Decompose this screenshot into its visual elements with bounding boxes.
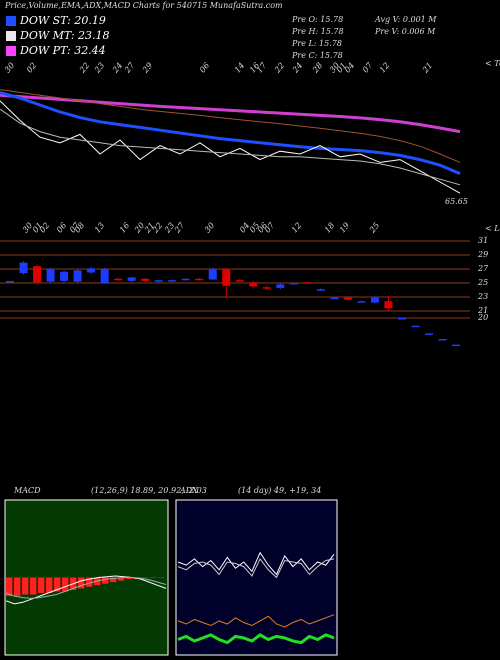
y-tick-label: 21 [477, 306, 488, 315]
annotation: 65.65 [445, 197, 468, 206]
candle-body [222, 269, 231, 286]
candle-body [46, 269, 55, 282]
candle-body [343, 297, 352, 300]
candle-body [262, 287, 271, 289]
candle-body [316, 289, 325, 291]
macd-bar [14, 577, 21, 597]
candle-body [384, 301, 393, 309]
macd-bar [30, 577, 37, 595]
legend-label: DOW MT: 23.18 [19, 29, 110, 42]
macd-bar [110, 577, 117, 583]
macd-bar [158, 577, 165, 578]
candle-body [114, 278, 123, 281]
y-tick-label: 29 [477, 250, 488, 259]
info-text: Pre O: 15.78 [291, 15, 343, 24]
candle-body [73, 270, 82, 282]
candle-body [397, 318, 406, 320]
macd-bar [86, 577, 93, 587]
panel-params: (12,26,9) 18.89, 20.92, -2.03 [91, 486, 207, 495]
annotation: < Lows [485, 224, 500, 233]
series-line [177, 633, 335, 645]
series-line [0, 89, 461, 163]
candle-body [87, 268, 96, 273]
info-text: Avg V: 0.001 M [374, 15, 437, 24]
candle-body [141, 278, 150, 281]
macd-bar [54, 577, 61, 592]
candle-body [330, 297, 339, 300]
legend-swatch [6, 46, 16, 56]
candle-body [235, 280, 244, 282]
candle-body [249, 282, 258, 287]
info-text: Pre L: 15.78 [291, 39, 342, 48]
candle-body [6, 280, 14, 283]
y-tick-label: 20 [477, 313, 488, 322]
adx-panel [175, 499, 338, 656]
macd-bar [38, 577, 45, 593]
legend-label: DOW PT: 32.44 [19, 44, 106, 57]
legend-swatch [6, 16, 16, 26]
candle-body [411, 325, 420, 328]
candle-body [276, 284, 285, 288]
info-text: Pre C: 15.78 [291, 51, 343, 60]
macd-bar [22, 577, 29, 595]
candle-body [168, 280, 177, 282]
legend-swatch [6, 31, 16, 41]
panel-params: (14 day) 49, +19, 34 [238, 486, 321, 495]
panel-label: MACD [13, 486, 41, 495]
series-line [177, 551, 335, 576]
candle-body [100, 269, 109, 283]
y-tick-label: 23 [477, 292, 488, 301]
series-line [0, 90, 461, 175]
macd-bar [118, 577, 125, 581]
macd-bar [102, 577, 109, 584]
chart-title: Price,Volume,EMA,ADX,MACD Charts for 540… [4, 1, 283, 10]
macd-bar [150, 577, 157, 578]
series-line [0, 100, 461, 194]
candle-body [357, 301, 366, 303]
series-line [0, 108, 461, 186]
annotation: < Tops [485, 59, 500, 68]
candle-body [195, 278, 204, 281]
series-line [177, 557, 335, 579]
macd-bar [62, 577, 69, 592]
panel-label: ADX [179, 486, 198, 495]
macd-bar [78, 577, 85, 589]
legend-label: DOW ST: 20.19 [19, 14, 106, 27]
y-tick-label: 27 [477, 264, 489, 273]
candle-body [154, 280, 163, 282]
macd-bar [142, 577, 149, 578]
macd-bar [46, 577, 53, 593]
info-text: Pre V: 0.006 M [374, 27, 436, 36]
y-tick-label: 31 [478, 236, 488, 245]
candle-body [60, 271, 69, 281]
candle-body [452, 344, 460, 347]
candle-body [424, 333, 433, 335]
macd-bar [126, 577, 133, 580]
candle-body [181, 278, 190, 281]
candle-body [19, 262, 28, 274]
info-text: Pre H: 15.78 [291, 27, 344, 36]
macd-bar [6, 577, 13, 597]
candle-body [289, 283, 298, 285]
candle-body [370, 297, 379, 303]
candle-body [208, 269, 217, 280]
candle-body [127, 277, 136, 281]
candle-body [303, 282, 312, 284]
series-line [177, 614, 335, 628]
series-line [5, 577, 167, 599]
candle-body [33, 266, 42, 283]
y-tick-label: 25 [477, 278, 488, 287]
candle-body [438, 339, 447, 341]
